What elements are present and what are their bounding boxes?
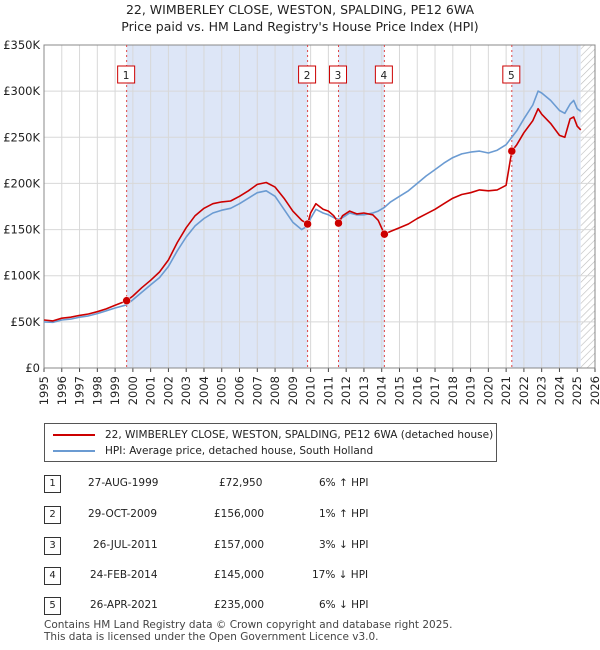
sale-marker-badge xyxy=(329,65,348,84)
y-tick-label: £250K xyxy=(3,130,40,144)
sale-marker-label: 1 xyxy=(123,70,130,82)
footer-license: This data is licensed under the Open Gov… xyxy=(44,631,379,643)
sale-hpi-delta: 3% ↓ HPI xyxy=(319,539,369,551)
sale-price: £156,000 xyxy=(214,508,265,520)
hpi-line xyxy=(43,90,582,324)
legend-swatch-property xyxy=(53,434,95,436)
x-tick-label: 2008 xyxy=(268,376,282,405)
ownership-shade xyxy=(126,45,308,368)
sale-date: 26-APR-2021 xyxy=(90,599,158,611)
sale-marker-badge xyxy=(374,65,393,84)
sale-number-badge: 5 xyxy=(44,597,61,615)
sale-number-badge: 4 xyxy=(44,567,61,585)
y-tick-label: £150K xyxy=(3,223,40,237)
sale-marker-label: 2 xyxy=(304,70,311,82)
legend-swatch-hpi xyxy=(53,450,95,452)
x-tick-label: 2014 xyxy=(375,376,389,405)
footer-copyright: Contains HM Land Registry data © Crown c… xyxy=(44,619,453,631)
legend-item-hpi: HPI: Average price, detached house, Sout… xyxy=(53,443,373,459)
sale-point xyxy=(334,218,343,228)
y-tick-label: £300K xyxy=(3,84,40,98)
x-tick-label: 2004 xyxy=(197,376,211,405)
y-tick-label: £0 xyxy=(25,361,40,375)
sale-price: £145,000 xyxy=(214,569,265,581)
x-tick-label: 2012 xyxy=(339,376,353,405)
sale-point xyxy=(380,229,389,239)
sale-date: 27-AUG-1999 xyxy=(88,477,159,489)
sale-hpi-delta: 6% ↓ HPI xyxy=(319,599,369,611)
sale-number-badge: 1 xyxy=(44,475,61,493)
ownership-shade xyxy=(338,45,385,368)
sale-hpi-delta: 6% ↑ HPI xyxy=(319,477,369,489)
x-tick-label: 2023 xyxy=(535,376,549,405)
y-tick-label: £100K xyxy=(3,269,40,283)
x-tick-label: 2006 xyxy=(233,376,247,405)
sale-number-badge: 3 xyxy=(44,537,61,555)
sales-table-row: 5 26-APR-2021 £235,000 6% ↓ HPI xyxy=(44,597,464,617)
sale-marker-badge xyxy=(298,65,317,84)
x-tick-label: 2003 xyxy=(179,376,193,405)
sale-date: 29-OCT-2009 xyxy=(88,508,157,520)
chart-title-line1: 22, WIMBERLEY CLOSE, WESTON, SPALDING, P… xyxy=(125,2,475,17)
x-tick-label: 2016 xyxy=(410,376,424,405)
x-tick-label: 1999 xyxy=(108,376,122,405)
ownership-shade xyxy=(511,45,581,368)
x-tick-label: 2021 xyxy=(499,376,513,405)
price-chart: £0 £50K £100K £150K £200K £250K £300K £350K 1995… xyxy=(3,38,600,405)
x-tick-label: 2018 xyxy=(446,376,460,405)
x-tick-label: 1997 xyxy=(73,376,87,405)
x-tick-label: 2000 xyxy=(126,376,140,405)
sales-table-row: 4 24-FEB-2014 £145,000 17% ↓ HPI xyxy=(44,567,464,587)
sale-point xyxy=(122,296,131,305)
sale-point xyxy=(507,146,517,156)
sale-point xyxy=(303,219,312,229)
x-tick-label: 1995 xyxy=(37,376,51,405)
x-tick-label: 2010 xyxy=(304,376,318,405)
x-tick-label: 2009 xyxy=(286,376,300,405)
x-tick-label: 2024 xyxy=(552,376,566,405)
x-tick-label: 2005 xyxy=(215,376,229,405)
forecast-hatch xyxy=(580,45,595,368)
legend-label-property: 22, WIMBERLEY CLOSE, WESTON, SPALDING, P… xyxy=(105,429,494,441)
sales-table-row: 3 26-JUL-2011 £157,000 3% ↓ HPI xyxy=(44,537,464,557)
x-tick-label: 2002 xyxy=(161,376,175,405)
chart-legend: 22, WIMBERLEY CLOSE, WESTON, SPALDING, P… xyxy=(44,423,497,462)
y-tick-label: £350K xyxy=(3,38,40,52)
sale-marker-label: 3 xyxy=(335,70,342,82)
sale-marker-badge xyxy=(502,65,521,84)
x-tick-label: 2007 xyxy=(250,376,264,405)
x-tick-label: 2026 xyxy=(588,376,600,405)
plot-border xyxy=(43,44,596,369)
legend-item-property: 22, WIMBERLEY CLOSE, WESTON, SPALDING, P… xyxy=(53,427,493,443)
sale-number-badge: 2 xyxy=(44,506,61,524)
sale-marker-badge xyxy=(117,65,136,84)
x-tick-label: 2001 xyxy=(144,376,158,405)
x-tick-label: 1998 xyxy=(90,376,104,405)
x-tick-label: 2015 xyxy=(392,376,406,405)
x-tick-label: 2017 xyxy=(428,376,442,405)
sale-price: £235,000 xyxy=(214,599,265,611)
x-tick-label: 1996 xyxy=(55,376,69,405)
x-tick-label: 2011 xyxy=(321,376,335,405)
y-tick-label: £50K xyxy=(11,315,41,329)
sale-marker-label: 4 xyxy=(381,70,388,82)
x-tick-label: 2025 xyxy=(570,376,584,405)
x-tick-label: 2022 xyxy=(517,376,531,405)
sale-hpi-delta: 17% ↓ HPI xyxy=(312,569,369,581)
sale-date: 24-FEB-2014 xyxy=(90,569,158,581)
sales-table-row: 2 29-OCT-2009 £156,000 1% ↑ HPI xyxy=(44,506,464,526)
sale-price: £157,000 xyxy=(214,539,265,551)
sale-hpi-delta: 1% ↑ HPI xyxy=(319,508,369,520)
legend-label-hpi: HPI: Average price, detached house, Sout… xyxy=(105,445,374,457)
x-tick-label: 2013 xyxy=(357,376,371,405)
sale-marker-label: 5 xyxy=(508,70,515,82)
y-tick-label: £200K xyxy=(3,176,40,190)
sales-table-row: 1 27-AUG-1999 £72,950 6% ↑ HPI xyxy=(44,475,464,495)
x-tick-label: 2019 xyxy=(464,376,478,405)
x-tick-label: 2020 xyxy=(481,376,495,405)
sale-price: £72,950 xyxy=(219,477,263,489)
chart-title-line2: Price paid vs. HM Land Registry's House … xyxy=(121,19,479,34)
footer-attribution: Contains HM Land Registry data © Crown c… xyxy=(44,619,452,643)
sale-date: 26-JUL-2011 xyxy=(93,539,158,551)
